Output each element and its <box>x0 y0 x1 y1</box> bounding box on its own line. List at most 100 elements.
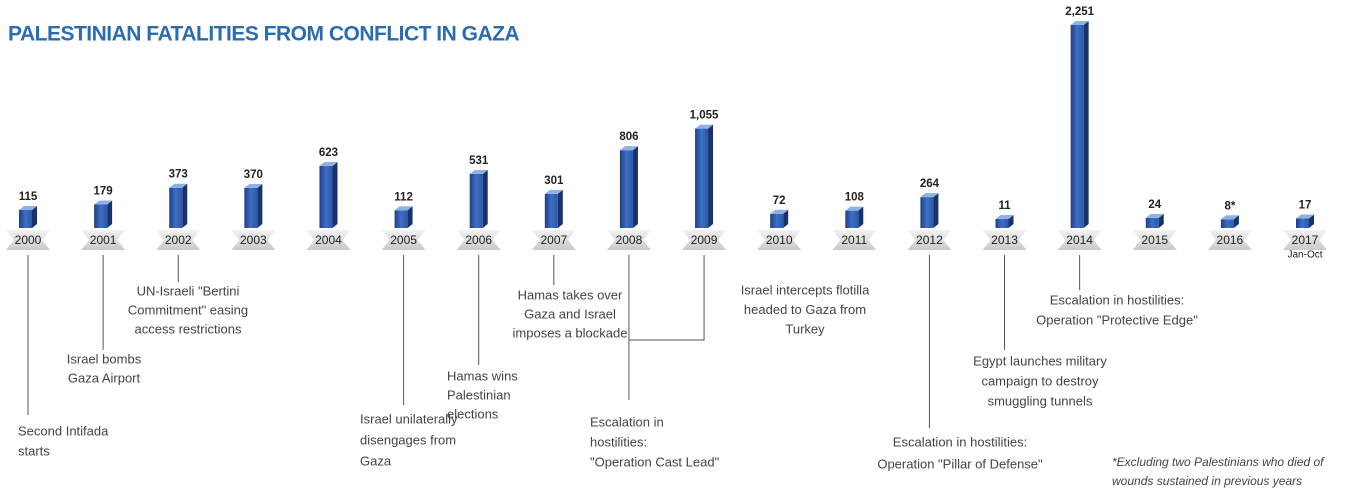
year-ribbon <box>1283 230 1327 250</box>
year-ribbon <box>682 230 727 250</box>
bar <box>770 213 784 228</box>
footnote: wounds sustained in previous years <box>1112 474 1302 488</box>
annotation: Israel bombs <box>67 351 142 366</box>
annotation: starts <box>18 443 50 458</box>
bar <box>244 187 258 228</box>
annotation: Operation "Pillar of Defense" <box>877 456 1043 471</box>
year-ribbon <box>156 230 201 250</box>
bar-side <box>182 183 188 228</box>
x-tick-label: 2016 <box>1217 233 1244 247</box>
value-label: 17 <box>1299 200 1312 212</box>
value-label: 2,251 <box>1065 6 1094 18</box>
bar <box>920 197 934 228</box>
x-tick-label: 2011 <box>841 233 867 247</box>
bar-side <box>1309 214 1314 228</box>
value-label: 72 <box>773 195 786 207</box>
bar-side <box>708 124 714 228</box>
bar <box>1220 219 1234 228</box>
bar <box>544 193 558 228</box>
bar-top <box>94 200 113 205</box>
bar <box>1070 25 1084 228</box>
bar-side <box>1158 213 1164 228</box>
bar <box>1296 218 1309 228</box>
year-ribbon <box>606 230 651 250</box>
annotation: Escalation in <box>590 414 664 429</box>
x-tick-label: 2001 <box>90 233 117 247</box>
annotation: imposes a blockade <box>513 325 628 340</box>
bar <box>619 150 633 228</box>
bar <box>1145 217 1159 228</box>
value-label: 179 <box>94 186 113 198</box>
bar <box>319 166 333 228</box>
x-tick-label: 2017 <box>1292 233 1319 247</box>
x-tick-label: 2009 <box>691 233 718 247</box>
leader-line <box>628 255 705 341</box>
bar-side <box>933 193 939 228</box>
value-label: 1,055 <box>690 110 719 122</box>
annotation: Operation "Protective Edge" <box>1036 312 1198 327</box>
annotation: Turkey <box>785 321 825 336</box>
x-tick-label: 2003 <box>240 233 267 247</box>
annotation: Escalation in hostilities: <box>1050 292 1184 307</box>
year-ribbon <box>6 230 50 250</box>
bar-side <box>332 162 338 228</box>
bar-side <box>482 170 488 228</box>
annotation: Israel intercepts flotilla <box>741 282 870 297</box>
value-label: 806 <box>619 131 638 143</box>
value-label: 264 <box>920 178 940 190</box>
annotation: access restrictions <box>135 321 242 336</box>
value-label: 8* <box>1224 200 1235 212</box>
bar-side <box>783 209 789 228</box>
bar <box>19 210 32 228</box>
annotation: "Operation Cast Lead" <box>590 454 720 469</box>
bar-top <box>619 146 638 151</box>
x-tick-label: 2014 <box>1066 233 1093 247</box>
year-ribbon <box>907 230 952 250</box>
bar <box>845 210 859 228</box>
x-tick-label: 2015 <box>1141 233 1168 247</box>
annotation: UN-Israeli "Bertini <box>137 283 240 298</box>
bar-side <box>1233 215 1239 228</box>
value-label: 108 <box>845 192 865 204</box>
value-label: 24 <box>1148 199 1161 211</box>
bar-top <box>244 183 263 188</box>
x-tick-label: 2013 <box>991 233 1018 247</box>
year-ribbon <box>306 230 351 250</box>
bar-top <box>995 215 1014 220</box>
year-ribbon <box>81 230 126 250</box>
x-tick-label: 2008 <box>616 233 643 247</box>
value-label: 112 <box>394 191 413 203</box>
annotation: Second Intifada <box>18 423 109 438</box>
value-label: 370 <box>244 169 263 181</box>
bar-side <box>1083 21 1089 228</box>
year-ribbon <box>982 230 1027 250</box>
value-label: 115 <box>19 191 38 203</box>
x-tick-label: 2005 <box>390 233 417 247</box>
bar <box>469 174 483 228</box>
year-ribbon <box>832 230 877 250</box>
bar-side <box>858 206 864 228</box>
value-label: 373 <box>169 169 188 181</box>
bar-top <box>1145 213 1164 218</box>
bar-side <box>107 200 113 228</box>
bar-top <box>394 206 413 211</box>
value-label: 11 <box>998 200 1011 212</box>
annotation: campaign to destroy <box>981 373 1099 388</box>
bar <box>695 128 709 228</box>
x-tick-label: 2000 <box>15 233 42 247</box>
x-tick-label: 2004 <box>315 233 342 247</box>
annotation: Palestinian <box>447 387 511 402</box>
annotation: smuggling tunnels <box>988 393 1093 408</box>
annotation: Escalation in hostilities: <box>893 434 1027 449</box>
bar-top <box>1220 215 1239 220</box>
x-tick-label: 2007 <box>540 233 567 247</box>
bar-side <box>257 183 263 228</box>
x-tick-label: 2002 <box>165 233 192 247</box>
bar-top <box>19 206 37 211</box>
bar-top <box>845 206 864 211</box>
annotation: Gaza and Israel <box>524 306 616 321</box>
annotation: headed to Gaza from <box>744 302 866 317</box>
bar-side <box>32 206 37 228</box>
bar-top <box>544 189 563 194</box>
